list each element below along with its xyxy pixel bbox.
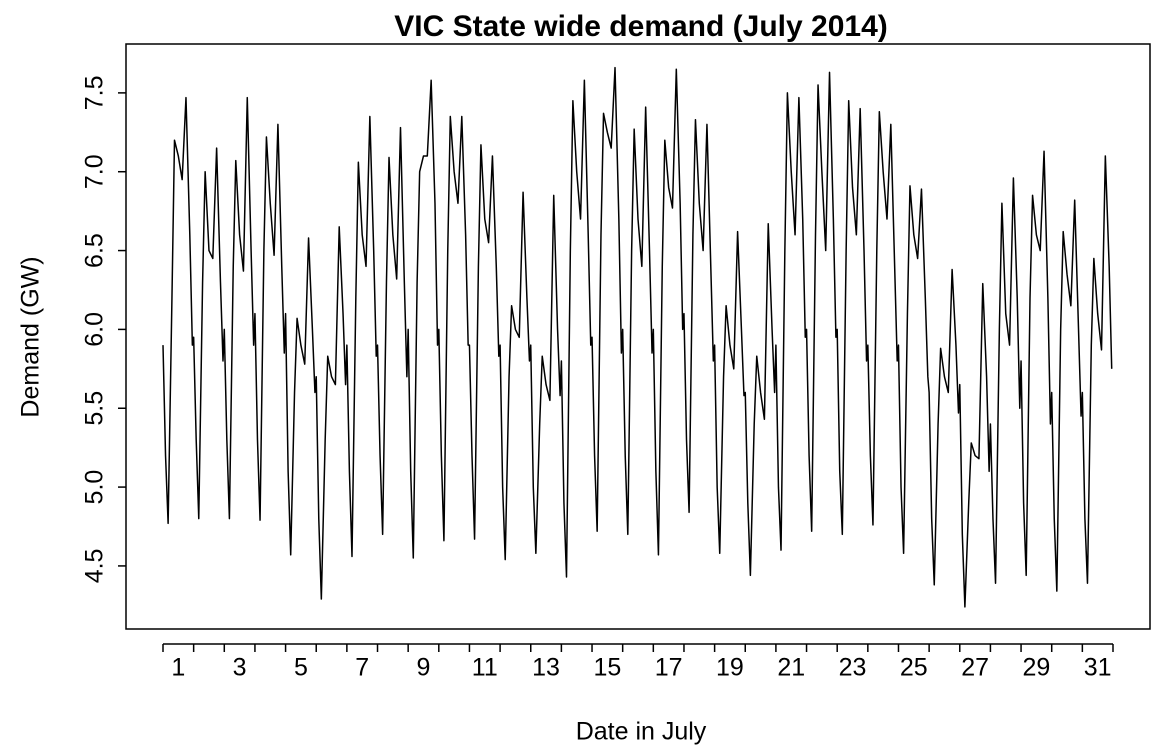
x-tick-label: 31 xyxy=(1084,654,1112,682)
y-tick-label: 4.5 xyxy=(81,549,109,584)
x-tick-label: 17 xyxy=(655,654,683,682)
x-tick-label: 29 xyxy=(1022,654,1050,682)
y-tick-label: 6.0 xyxy=(81,312,109,347)
y-tick-label: 7.0 xyxy=(81,154,109,189)
y-tick-label: 6.5 xyxy=(81,233,109,268)
y-axis-label: Demand (GW) xyxy=(17,256,45,417)
x-tick-label: 19 xyxy=(716,654,744,682)
x-tick-label: 9 xyxy=(417,654,431,682)
x-tick-label: 27 xyxy=(961,654,989,682)
x-tick-label: 3 xyxy=(233,654,247,682)
demand-line xyxy=(162,66,1113,608)
y-tick-label: 5.5 xyxy=(81,391,109,426)
x-tick-label: 21 xyxy=(777,654,805,682)
y-tick-label: 5.0 xyxy=(81,470,109,505)
x-tick-label: 15 xyxy=(593,654,621,682)
x-tick-label: 5 xyxy=(294,654,308,682)
chart-title: VIC State wide demand (July 2014) xyxy=(394,10,888,43)
x-tick-label: 13 xyxy=(532,654,560,682)
x-tick-label: 11 xyxy=(472,654,498,682)
y-tick-label: 7.5 xyxy=(81,75,109,110)
x-axis-label: Date in July xyxy=(576,718,707,746)
x-tick-label: 7 xyxy=(355,654,369,682)
plot-frame xyxy=(125,43,1151,630)
x-tick-label: 1 xyxy=(171,654,185,682)
x-tick-label: 25 xyxy=(900,654,928,682)
x-tick-label: 23 xyxy=(839,654,867,682)
